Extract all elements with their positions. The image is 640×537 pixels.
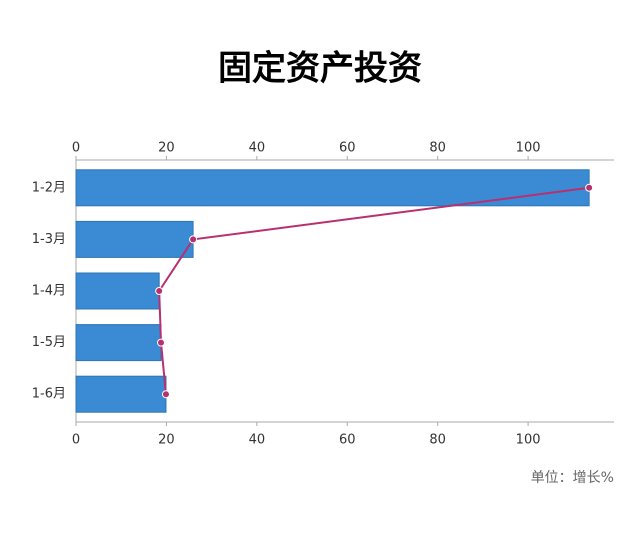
- line-point: [161, 390, 170, 399]
- y-tick-label: 1-3月: [32, 232, 66, 247]
- x-tick-label: 40: [249, 433, 266, 448]
- x-tick-label: 40: [249, 141, 266, 156]
- bar: [75, 272, 160, 310]
- x-tick-label: 100: [516, 141, 541, 156]
- line-point: [585, 183, 594, 192]
- bar: [75, 169, 590, 207]
- x-tick-label: 60: [339, 141, 356, 156]
- line: [158, 186, 590, 395]
- chart-title: 固定资产投资: [218, 49, 422, 89]
- bar: [75, 375, 167, 413]
- x-tick-label: 100: [516, 433, 541, 448]
- x-tick-label: 80: [429, 141, 446, 156]
- y-tick-label: 1-6月: [32, 387, 66, 402]
- x-tick-label: 20: [158, 433, 175, 448]
- x-tick-label: 20: [158, 141, 175, 156]
- y-tick-label: 1-4月: [32, 284, 66, 299]
- x-tick-label: 0: [72, 433, 80, 448]
- y-tick-label: 1-2月: [32, 180, 66, 195]
- y-tick-label: 1-5月: [32, 335, 66, 350]
- line-point: [155, 287, 164, 295]
- line-point: [189, 235, 198, 244]
- x-tick-label: 0: [72, 141, 80, 156]
- bar: [75, 220, 194, 258]
- bar: [75, 324, 162, 362]
- line-point: [156, 338, 165, 347]
- x-tick-label: 60: [339, 433, 356, 448]
- unit-note: 单位：增长%: [531, 470, 614, 486]
- x-tick-label: 80: [429, 433, 446, 448]
